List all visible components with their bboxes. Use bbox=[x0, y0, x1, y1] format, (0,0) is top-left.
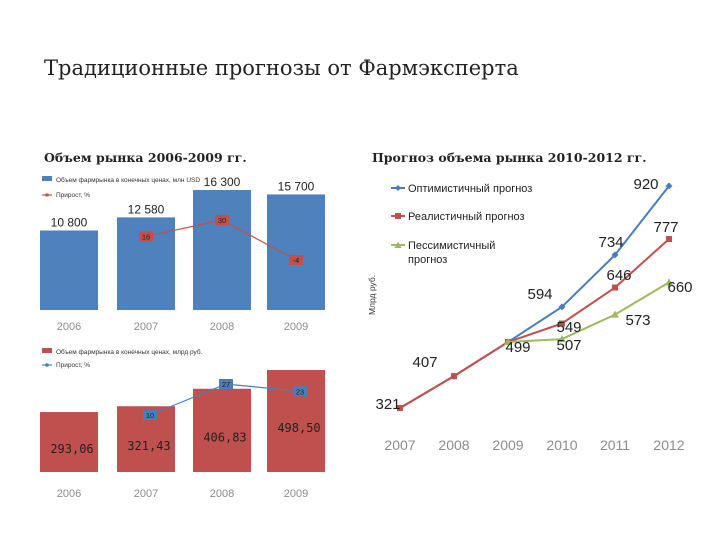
legend-marker bbox=[395, 185, 401, 191]
data-point bbox=[665, 278, 673, 286]
growth-label: 27 bbox=[222, 380, 230, 389]
x-tick-label: 2008 bbox=[210, 321, 234, 333]
x-tick-label: 2010 bbox=[546, 437, 577, 453]
data-point bbox=[558, 303, 566, 311]
point-label: 777 bbox=[653, 219, 678, 236]
bar-value-label: 15 700 bbox=[278, 179, 315, 193]
right-subtitle: Прогноз объема рынка 2010-2012 гг. bbox=[372, 150, 647, 165]
point-label: 321 bbox=[375, 396, 400, 413]
legend-label: Оптимистичный прогноз bbox=[408, 183, 532, 195]
data-point bbox=[558, 335, 566, 343]
data-point bbox=[611, 251, 619, 259]
x-tick-label: 2009 bbox=[492, 437, 523, 453]
legend-marker bbox=[395, 213, 401, 219]
point-label: 646 bbox=[606, 267, 631, 284]
legend-label: Пессимистичный прогноз bbox=[408, 240, 495, 266]
data-point bbox=[559, 320, 565, 327]
legend-label-bar: Объем фармрынка в конечных ценах, млрд р… bbox=[56, 348, 203, 356]
data-point bbox=[504, 338, 512, 346]
legend-swatch-bar bbox=[42, 348, 52, 353]
bar-value-label: 12 580 bbox=[128, 202, 165, 216]
data-point bbox=[397, 405, 403, 411]
bar bbox=[267, 194, 325, 310]
x-tick-label: 2006 bbox=[57, 488, 81, 500]
point-label: 499 bbox=[505, 339, 530, 356]
point-label: 549 bbox=[556, 319, 581, 336]
legend-label-line: Прирост, % bbox=[56, 362, 90, 369]
point-label: 660 bbox=[667, 279, 692, 296]
bar bbox=[40, 412, 98, 472]
x-tick-label: 2007 bbox=[134, 488, 158, 500]
x-tick-label: 2008 bbox=[438, 437, 469, 453]
growth-marker bbox=[219, 379, 233, 389]
x-tick-label: 2011 bbox=[600, 437, 630, 453]
growth-marker bbox=[139, 231, 153, 242]
growth-label: -4 bbox=[293, 256, 300, 265]
usd-market-chart: Объем фармрынка в конечных ценах, млн US… bbox=[40, 175, 325, 333]
legend-marker-line bbox=[45, 193, 49, 197]
bar bbox=[193, 388, 251, 472]
rub-market-chart: Объем фармрынка в конечных ценах, млрд р… bbox=[40, 348, 325, 500]
left-subtitle: Объем рынка 2006-2009 гг. bbox=[44, 150, 247, 165]
forecast-chart: Млрд руб. Оптимистичный прогноз Реалистичн… bbox=[367, 176, 693, 453]
legend-marker-line bbox=[45, 363, 49, 367]
point-label: 734 bbox=[598, 234, 623, 251]
x-tick-label: 2008 bbox=[210, 488, 234, 500]
bar bbox=[117, 217, 175, 310]
bar-value-label: 321,43 bbox=[127, 439, 170, 453]
bar bbox=[40, 230, 98, 310]
data-point bbox=[451, 373, 457, 380]
bar bbox=[193, 190, 251, 310]
growth-label: 16 bbox=[142, 232, 150, 241]
legend-marker bbox=[394, 241, 402, 248]
growth-label: 10 bbox=[146, 411, 154, 420]
point-label: 594 bbox=[527, 286, 552, 303]
slide-title: Традиционные прогнозы от Фармэксперта bbox=[44, 56, 519, 80]
growth-label: 30 bbox=[218, 216, 226, 225]
data-point bbox=[666, 235, 672, 242]
data-point bbox=[665, 182, 673, 190]
x-tick-label: 2012 bbox=[653, 437, 684, 453]
data-point bbox=[611, 310, 619, 318]
x-tick-label: 2007 bbox=[134, 321, 158, 333]
bar-value-label: 406,83 bbox=[203, 430, 246, 444]
bar-value-label: 293,06 bbox=[50, 442, 93, 456]
x-tick-label: 2007 bbox=[384, 437, 415, 453]
series-line bbox=[507, 281, 670, 344]
legend-label: Реалистичный прогноз bbox=[408, 211, 525, 223]
point-label: 573 bbox=[625, 312, 650, 329]
point-label: 407 bbox=[412, 354, 437, 371]
growth-marker bbox=[215, 215, 229, 225]
y-axis-label: Млрд руб. bbox=[367, 275, 377, 315]
bar-value-label: 498,50 bbox=[277, 421, 320, 435]
x-tick-label: 2006 bbox=[57, 321, 81, 333]
data-point bbox=[612, 284, 618, 291]
bar-value-label: 10 800 bbox=[51, 215, 88, 229]
growth-marker bbox=[143, 410, 157, 420]
x-tick-label: 2009 bbox=[284, 321, 308, 333]
growth-label: 23 bbox=[296, 387, 304, 396]
growth-marker bbox=[293, 386, 307, 397]
series-line bbox=[399, 238, 670, 409]
legend-swatch-bar bbox=[42, 176, 52, 181]
legend-label-bar: Объем фармрынка в конечных ценах, млн US… bbox=[56, 176, 200, 184]
legend-label-line: Прирост, % bbox=[56, 192, 90, 199]
point-label: 920 bbox=[633, 176, 658, 193]
x-tick-label: 2009 bbox=[284, 488, 308, 500]
point-label: 507 bbox=[556, 337, 581, 354]
growth-marker bbox=[289, 255, 303, 265]
bar-value-label: 16 300 bbox=[204, 175, 241, 189]
